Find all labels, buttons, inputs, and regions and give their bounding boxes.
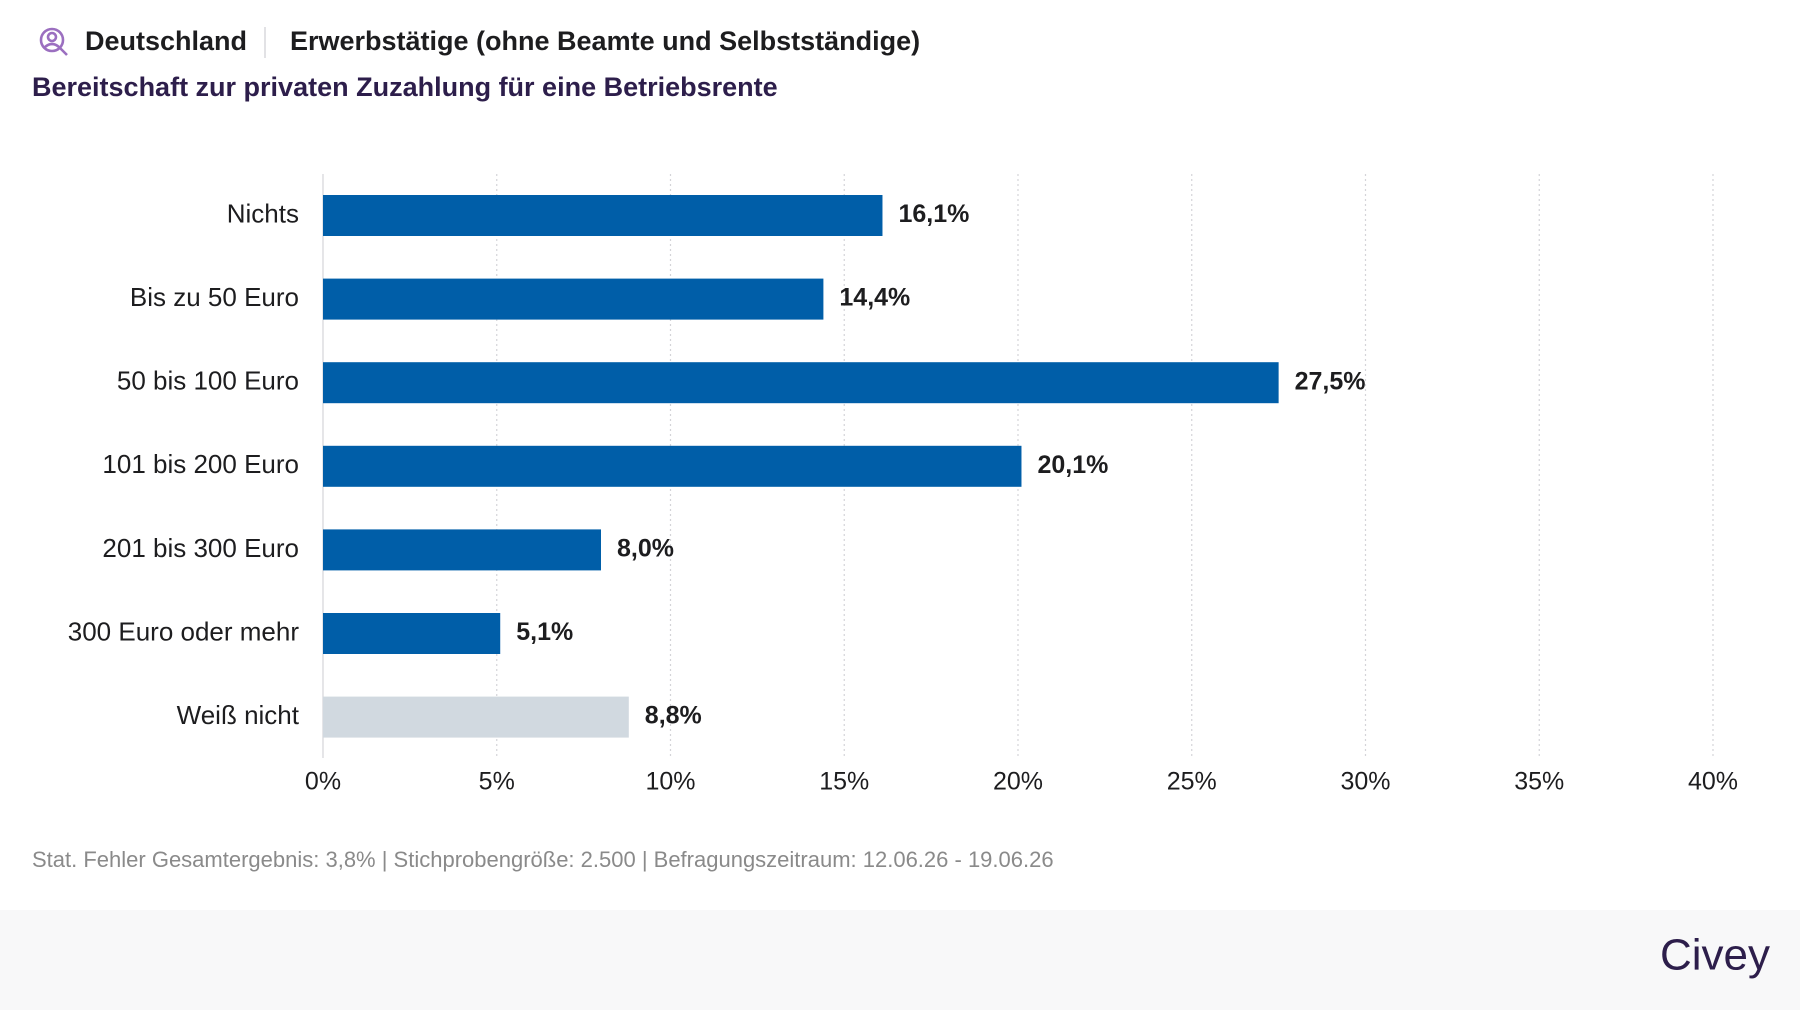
y-tick-label: 201 bis 300 Euro (102, 533, 299, 563)
value-label: 8,8% (645, 702, 702, 730)
header-location: Deutschland (85, 26, 247, 56)
value-label: 5,1% (516, 618, 573, 646)
bar (323, 195, 883, 236)
y-tick-label: 50 bis 100 Euro (117, 366, 299, 396)
y-tick-label: Nichts (227, 198, 299, 228)
x-tick-label: 25% (1167, 768, 1217, 796)
brand-logo: Civey (1660, 931, 1770, 980)
x-tick-label: 10% (645, 768, 695, 796)
bar (323, 362, 1279, 404)
value-label: 20,1% (1037, 451, 1108, 479)
y-tick-label: Weiß nicht (177, 700, 300, 730)
value-label: 27,5% (1295, 367, 1366, 395)
value-label: 8,0% (617, 535, 674, 563)
y-tick-label: Bis zu 50 Euro (130, 282, 299, 312)
x-tick-label: 30% (1340, 768, 1390, 796)
x-tick-label: 35% (1514, 768, 1564, 796)
x-tick-label: 40% (1688, 768, 1738, 796)
y-tick-label: 300 Euro oder mehr (68, 616, 300, 646)
bar (323, 613, 501, 654)
x-tick-label: 5% (479, 768, 515, 796)
x-tick-label: 15% (819, 768, 869, 796)
bar (323, 529, 601, 571)
x-tick-label: 20% (993, 768, 1043, 796)
location-icon (39, 27, 68, 56)
bar (323, 696, 629, 738)
footer-band (0, 910, 1800, 1010)
header-audience: Erwerbstätige (ohne Beamte und Selbststä… (290, 26, 920, 56)
y-tick-label: 101 bis 200 Euro (102, 449, 299, 479)
value-label: 16,1% (898, 200, 969, 228)
value-label: 14,4% (839, 284, 910, 312)
chart-title: Bereitschaft zur privaten Zuzahlung für … (32, 72, 778, 102)
bar (323, 445, 1022, 487)
bar (323, 278, 824, 320)
x-tick-label: 0% (305, 768, 341, 796)
footer-note: Stat. Fehler Gesamtergebnis: 3,8% | Stic… (32, 847, 1054, 872)
